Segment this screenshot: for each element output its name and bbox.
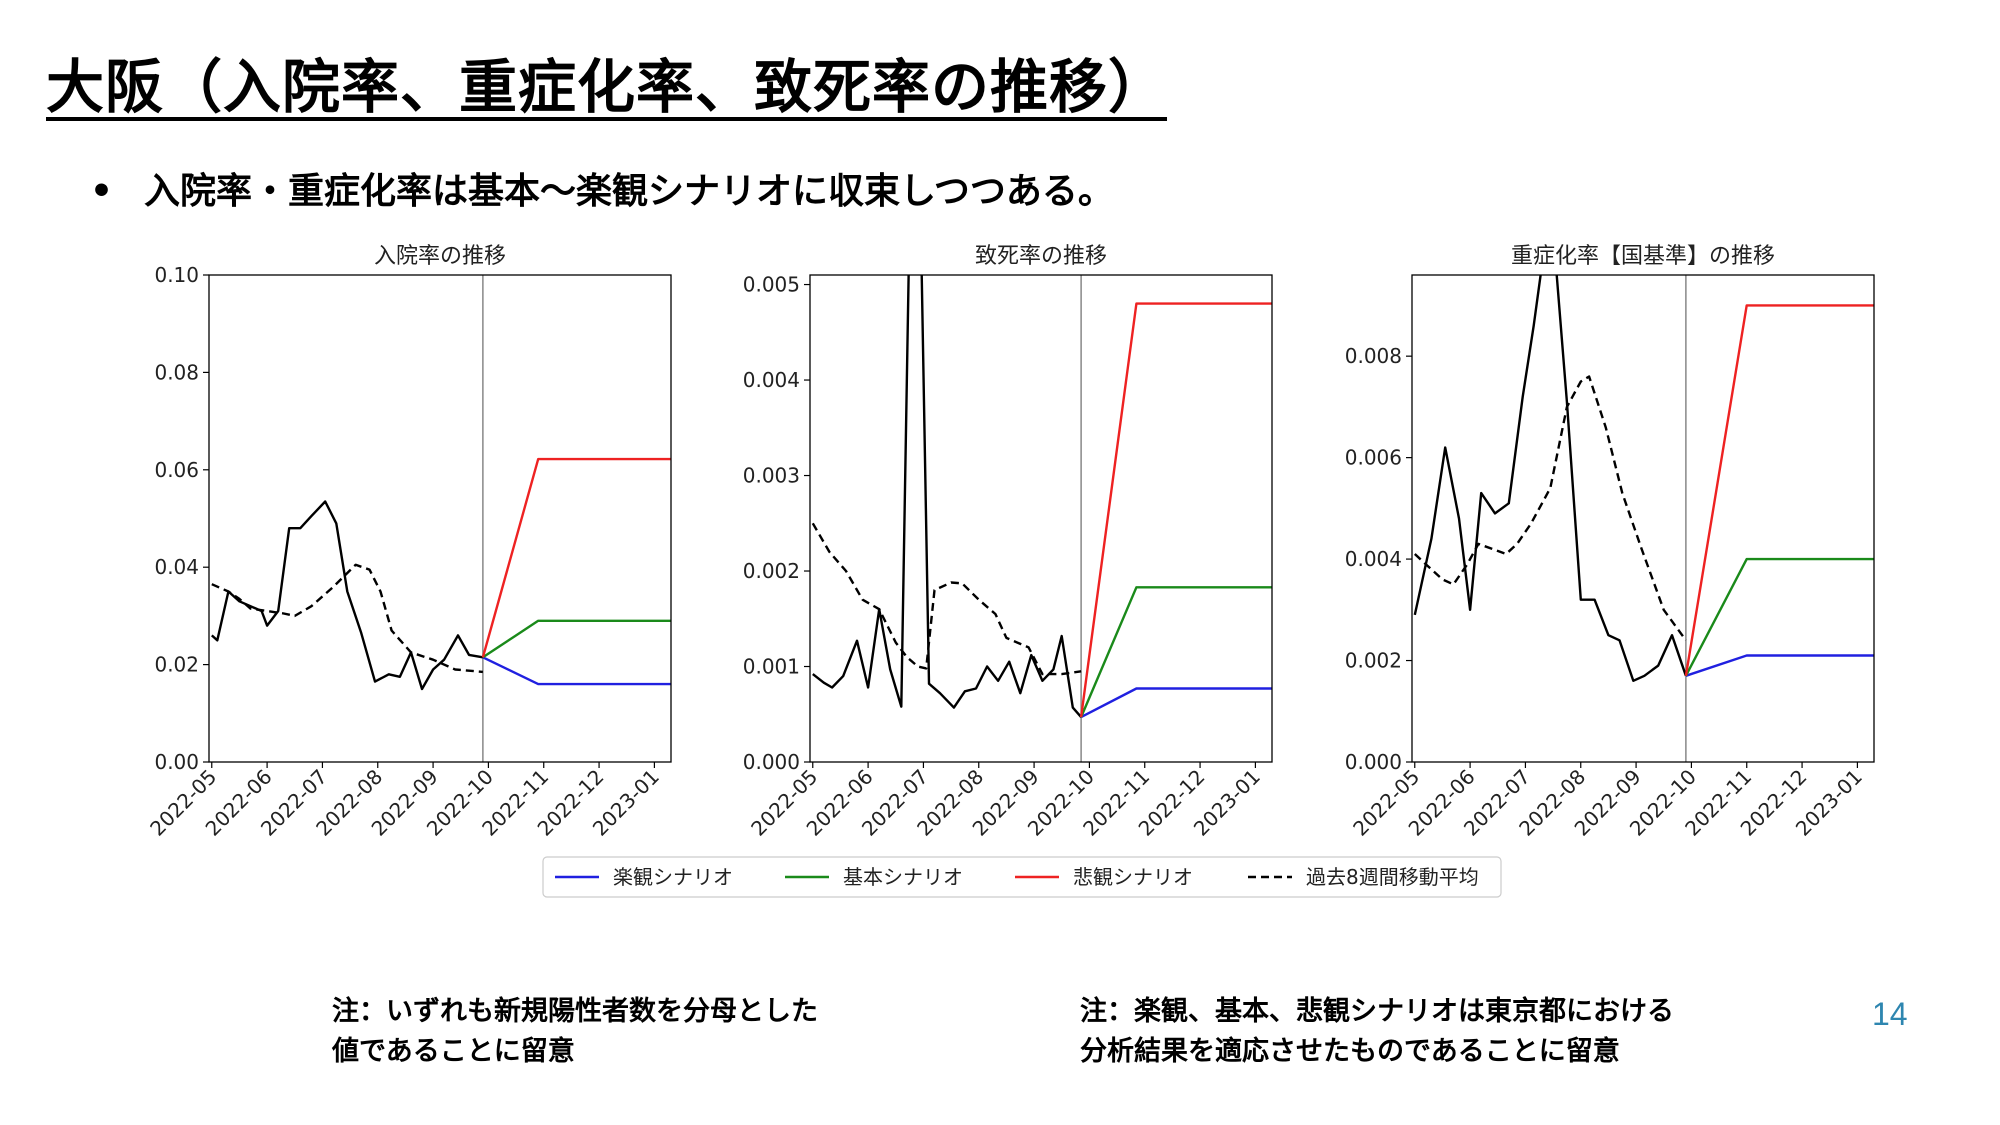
series-moving-average [211,563,484,674]
series-optimistic [1080,687,1272,719]
series-actual [211,500,484,691]
y-tick-label: 0.000 [1345,750,1402,774]
y-tick-label: 0.004 [1345,547,1402,571]
y-tick-label: 0.02 [154,653,199,677]
y-tick-label: 0.005 [743,273,800,297]
y-tick-label: 0.004 [743,368,800,392]
bullet-marker: • [90,171,114,212]
plot-frame [1411,274,1875,763]
y-tick-label: 0.06 [154,458,199,482]
note-right: 注：楽観、基本、悲観シナリオは東京都における 分析結果を適応させたものであること… [1080,992,1674,1072]
summary-bullet: • 入院率・重症化率は基本〜楽観シナリオに収束しつつある。 [90,162,1114,214]
series-actual [812,275,1083,718]
y-tick-label: 0.003 [743,464,800,488]
series-moving-average [1413,375,1687,642]
series-pessimistic [481,457,671,658]
series-pessimistic [1684,304,1874,676]
y-tick-label: 0.10 [154,263,199,287]
chart-title: 入院率の推移 [374,244,506,269]
plot-frame [809,274,1273,763]
chart-3: 重症化率【国基準】の推移0.0000.0020.0040.0060.008202… [1345,244,1875,841]
plot-frame [208,274,672,763]
series-optimistic [482,656,671,686]
y-tick-label: 0.001 [743,655,800,679]
series-pessimistic [1079,302,1272,718]
note-left: 注：いずれも新規陽性者数を分母とした 値であることに留意 [332,992,818,1072]
legend: 楽観シナリオ 基本シナリオ 悲観シナリオ 過去8週間移動平均 [542,856,1502,898]
page-title: 大阪（入院率、重症化率、致死率の推移） [46,53,1168,121]
legend-label: 過去8週間移動平均 [1306,865,1479,889]
series-base [1684,557,1874,677]
series-optimistic [1685,654,1874,677]
note-right-line-1: 注：楽観、基本、悲観シナリオは東京都における [1080,996,1674,1027]
chart-title: 致死率の推移 [975,244,1107,269]
chart-title: 重症化率【国基準】の推移 [1511,244,1775,269]
summary-text: 入院率・重症化率は基本〜楽観シナリオに収束しつつある。 [144,171,1114,212]
note-left-line-2: 値であることに留意 [332,1036,575,1067]
chart-2: 致死率の推移0.0000.0010.0020.0030.0040.0052022… [743,244,1273,841]
note-left-line-1: 注：いずれも新規陽性者数を分母とした [332,996,818,1027]
series-base [482,619,671,659]
note-right-line-2: 分析結果を適応させたものであることに留意 [1080,1036,1620,1067]
y-tick-label: 0.006 [1345,446,1402,470]
legend-label: 基本シナリオ [843,865,963,889]
series-base [1079,586,1272,718]
page-number: 14 [1872,996,1908,1032]
y-tick-label: 0.000 [743,750,800,774]
series-moving-average [811,522,1082,676]
y-tick-label: 0.00 [154,750,199,774]
chart-1: 入院率の推移0.000.020.040.060.080.102022-05202… [145,244,672,841]
y-tick-label: 0.04 [154,555,199,579]
y-tick-label: 0.08 [154,360,199,384]
legend-label: 悲観シナリオ [1073,865,1193,889]
series-actual [1413,275,1688,682]
y-tick-label: 0.008 [1345,344,1402,368]
y-tick-label: 0.002 [1345,649,1402,673]
legend-label: 楽観シナリオ [613,865,733,889]
y-tick-label: 0.002 [743,559,800,583]
